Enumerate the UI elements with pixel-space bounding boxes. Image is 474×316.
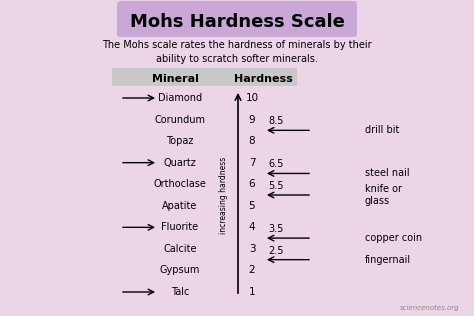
Text: Fluorite: Fluorite <box>162 222 199 232</box>
Text: 2: 2 <box>249 265 255 276</box>
Text: increasing hardness: increasing hardness <box>219 156 228 234</box>
Text: Gypsum: Gypsum <box>160 265 200 276</box>
Text: Orthoclase: Orthoclase <box>154 179 207 189</box>
Text: 3.5: 3.5 <box>268 224 283 234</box>
Text: 5.5: 5.5 <box>268 181 284 191</box>
Text: copper coin: copper coin <box>365 233 422 243</box>
Text: 7: 7 <box>249 158 255 168</box>
Text: Apatite: Apatite <box>162 201 198 211</box>
Text: 5: 5 <box>249 201 255 211</box>
Text: Quartz: Quartz <box>164 158 196 168</box>
Text: 6.5: 6.5 <box>268 160 283 169</box>
Text: 8.5: 8.5 <box>268 116 283 126</box>
Text: 4: 4 <box>249 222 255 232</box>
Text: 9: 9 <box>249 115 255 125</box>
Text: 10: 10 <box>246 93 258 103</box>
Text: Diamond: Diamond <box>158 93 202 103</box>
Text: 2.5: 2.5 <box>268 246 284 256</box>
Text: Topaz: Topaz <box>166 136 194 146</box>
Text: 8: 8 <box>249 136 255 146</box>
Text: Calcite: Calcite <box>163 244 197 254</box>
Text: knife or
glass: knife or glass <box>365 184 402 206</box>
Text: 1: 1 <box>249 287 255 297</box>
Text: Mineral: Mineral <box>152 74 199 84</box>
Text: Corundum: Corundum <box>155 115 206 125</box>
Text: The Mohs scale rates the hardness of minerals by their
ability to scratch softer: The Mohs scale rates the hardness of min… <box>102 40 372 64</box>
Text: 6: 6 <box>249 179 255 189</box>
Text: steel nail: steel nail <box>365 168 410 179</box>
FancyBboxPatch shape <box>112 68 297 86</box>
Text: Talc: Talc <box>171 287 189 297</box>
Text: sciencenotes.org: sciencenotes.org <box>401 305 460 311</box>
Text: Hardness: Hardness <box>234 74 292 84</box>
Text: drill bit: drill bit <box>365 125 400 135</box>
FancyBboxPatch shape <box>117 1 357 37</box>
Text: fingernail: fingernail <box>365 255 411 265</box>
Text: Mohs Hardness Scale: Mohs Hardness Scale <box>129 13 345 31</box>
Text: 3: 3 <box>249 244 255 254</box>
